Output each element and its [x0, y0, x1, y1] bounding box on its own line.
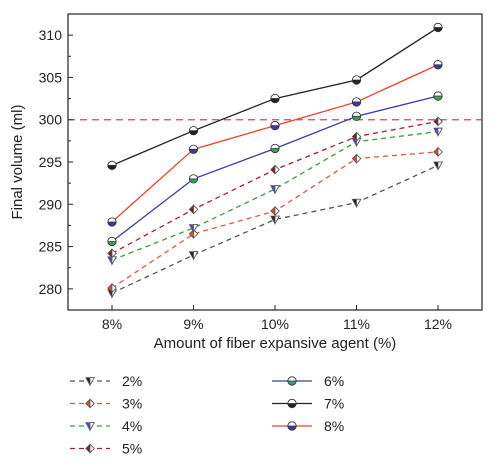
x-axis-label: Amount of fiber expansive agent (%): [154, 335, 397, 352]
y-axis-label: Final volume (ml): [9, 104, 26, 219]
data-point-half: [356, 198, 362, 209]
y-tick-label: 285: [39, 239, 63, 255]
data-point-half: [433, 60, 443, 66]
x-tick-label: 11%: [343, 316, 370, 332]
data-point-half: [193, 204, 199, 215]
data-point-half: [437, 146, 443, 158]
legend-item: 8%: [272, 418, 344, 434]
legend-label: 3%: [122, 396, 142, 412]
legend-marker-half: [287, 421, 297, 427]
data-point-half: [274, 185, 280, 195]
y-tick-label: 310: [39, 27, 63, 43]
data-point-half: [433, 22, 443, 28]
legend-label: 7%: [324, 396, 344, 412]
y-tick-label: 280: [39, 281, 63, 297]
x-tick-label: 8%: [102, 316, 122, 332]
data-point-half: [270, 121, 280, 127]
data-point-half: [437, 127, 443, 138]
series-6pct: [107, 91, 443, 247]
y-axis-ticks: 280 285 290 295 300 305 310: [39, 13, 73, 311]
series-2pct: [107, 161, 443, 299]
legend-marker-half: [89, 377, 95, 387]
legend-marker-half: [287, 376, 297, 382]
legend-label: 5%: [122, 441, 142, 457]
data-point-half: [193, 228, 199, 240]
data-point-half: [107, 236, 117, 242]
data-point-half: [193, 224, 199, 234]
data-point-half: [188, 126, 199, 132]
legend-label: 4%: [122, 418, 142, 434]
data-point-half: [193, 251, 199, 261]
legend-item: 2%: [70, 373, 142, 389]
series-5pct: [107, 116, 443, 259]
x-tick-label: 12%: [424, 316, 452, 332]
series-8pct: [107, 60, 443, 227]
data-point-half: [107, 160, 117, 166]
data-point-half: [437, 116, 443, 127]
series-line: [111, 130, 439, 261]
x-axis-ticks: 8% 9% 10% 11% 12%: [102, 305, 452, 332]
data-point-half: [188, 144, 199, 150]
legend-marker-half: [89, 422, 95, 432]
legend-item: 6%: [272, 373, 344, 389]
x-tick-label: 9%: [183, 316, 203, 332]
y-tick-label: 300: [39, 112, 63, 128]
data-point-half: [274, 205, 280, 217]
data-point-half: [188, 174, 199, 180]
data-point-half: [356, 153, 362, 164]
data-point-half: [107, 217, 117, 223]
legend-label: 2%: [122, 373, 142, 389]
data-point-half: [433, 91, 443, 97]
legend: 2% 3% 4% 5% 6% 7% 8%: [70, 373, 344, 457]
legend-marker-half: [89, 443, 95, 454]
x-tick-label: 10%: [261, 316, 289, 332]
series-line: [111, 64, 439, 223]
data-point-half: [351, 111, 362, 117]
y-tick-label: 305: [39, 69, 63, 85]
data-point-half: [437, 161, 443, 172]
data-point-half: [111, 282, 117, 294]
data-point-half: [270, 93, 280, 99]
legend-item: 4%: [70, 418, 142, 434]
legend-item: 7%: [272, 396, 344, 412]
y-tick-label: 290: [39, 196, 63, 212]
data-point-half: [351, 75, 362, 81]
data-point-half: [274, 215, 280, 226]
legend-item: 3%: [70, 396, 142, 412]
series-3pct: [107, 146, 443, 294]
data-point-half: [356, 131, 362, 142]
y-tick-label: 295: [39, 154, 63, 170]
plot-area-frame: [67, 13, 483, 311]
data-point-half: [351, 97, 362, 103]
data-point-half: [270, 143, 280, 149]
legend-marker-half: [89, 398, 95, 409]
data-point-half: [111, 256, 117, 266]
legend-item: 5%: [70, 441, 142, 457]
legend-marker-half: [287, 398, 297, 404]
series-7pct: [107, 22, 443, 170]
legend-label: 6%: [324, 373, 344, 389]
series-4pct: [107, 127, 443, 266]
legend-label: 8%: [324, 418, 344, 434]
data-point-half: [274, 164, 280, 175]
series-line: [111, 164, 439, 294]
data-point-half: [111, 248, 117, 259]
series-group: [107, 22, 443, 299]
